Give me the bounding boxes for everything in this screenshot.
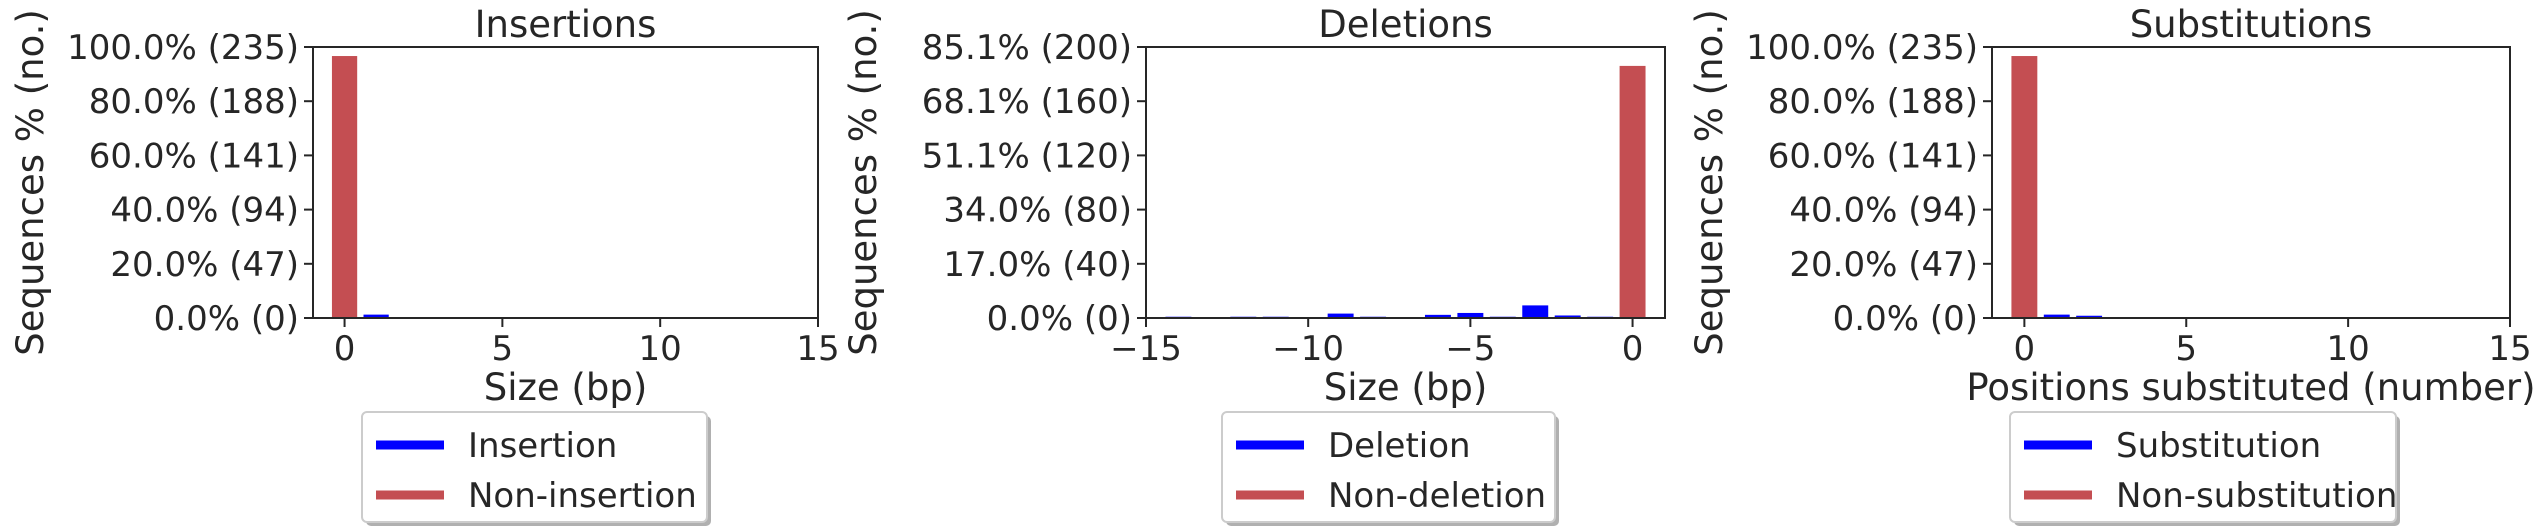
legend-label: Non-deletion <box>1328 476 1546 516</box>
chart-title: Insertions <box>475 3 657 46</box>
x-tick-label: 10 <box>639 329 682 369</box>
bar-substitution <box>2043 314 2070 318</box>
y-tick-label: 100.0% (235) <box>1746 28 1978 68</box>
chart-title: Substitutions <box>2130 3 2373 46</box>
bar-non-insertion <box>331 56 358 319</box>
x-tick-label: −15 <box>1110 329 1182 369</box>
y-tick-label: 20.0% (47) <box>1789 245 1978 285</box>
chart-title: Deletions <box>1318 3 1492 46</box>
legend-label: Non-insertion <box>468 476 697 516</box>
plot-frame <box>312 46 819 319</box>
legend: Substitution Non-substitution <box>2009 411 2400 526</box>
y-tick-label: 34.0% (80) <box>943 191 1132 231</box>
x-tick-label: 0 <box>2014 329 2036 369</box>
legend-box <box>361 411 708 523</box>
bar-deletion <box>1554 315 1581 318</box>
x-tick-label: 10 <box>2326 329 2369 369</box>
x-axis-label: Size (bp) <box>1324 366 1488 409</box>
legend-label: Non-substitution <box>2116 476 2397 516</box>
x-tick-label: −10 <box>1272 329 1344 369</box>
chart-panel-0: 0.0% (0) 20.0% (47) 40.0% (94) 60.0% (141) 8… <box>9 3 840 526</box>
x-tick-label: 0 <box>334 329 356 369</box>
legend-label: Substitution <box>2116 426 2321 466</box>
plot-frame <box>1145 46 1666 319</box>
bar-deletion <box>1327 313 1354 318</box>
legend-label: Deletion <box>1328 426 1471 466</box>
legend-label: Insertion <box>468 426 617 466</box>
y-axis-label: Sequences % (no.) <box>9 9 52 356</box>
x-tick-label: 15 <box>796 329 839 369</box>
y-axis-label: Sequences % (no.) <box>1688 9 1731 356</box>
bar-non-deletion <box>1619 65 1646 318</box>
y-tick-label: 17.0% (40) <box>943 245 1132 285</box>
legend: Insertion Non-insertion <box>361 411 711 526</box>
x-tick-label: 5 <box>2175 329 2197 369</box>
y-tick-label: 80.0% (188) <box>1768 82 1978 122</box>
y-tick-label: 60.0% (141) <box>1768 136 1978 176</box>
bar-deletion <box>1424 314 1451 318</box>
x-tick-label: 5 <box>492 329 514 369</box>
y-tick-label: 40.0% (94) <box>1789 191 1978 231</box>
y-tick-label: 0.0% (0) <box>1833 299 1978 339</box>
bar-substitution <box>2076 315 2103 318</box>
y-tick-label: 20.0% (47) <box>110 245 299 285</box>
y-tick-label: 100.0% (235) <box>67 28 299 68</box>
x-tick-label: 15 <box>2488 329 2531 369</box>
plot-frame <box>1991 46 2511 319</box>
legend: Deletion Non-deletion <box>1221 411 1559 526</box>
y-tick-label: 40.0% (94) <box>110 191 299 231</box>
bar-deletion <box>1457 312 1484 318</box>
x-axis-label: Size (bp) <box>484 366 648 409</box>
chart-panel-2: 0.0% (0) 20.0% (47) 40.0% (94) 60.0% (141) 8… <box>1688 3 2536 526</box>
y-tick-label: 0.0% (0) <box>154 299 299 339</box>
chart-panel-1: 0.0% (0) 17.0% (40) 34.0% (80) 51.1% (120) 6… <box>842 3 1666 526</box>
x-tick-label: −5 <box>1445 329 1495 369</box>
bar-non-substitution <box>2011 56 2038 319</box>
x-axis-label: Positions substituted (number) <box>1966 366 2535 409</box>
legend-box <box>1221 411 1556 523</box>
y-tick-label: 51.1% (120) <box>922 136 1132 176</box>
legend-box <box>2009 411 2397 523</box>
y-tick-label: 68.1% (160) <box>922 82 1132 122</box>
y-tick-label: 60.0% (141) <box>89 136 299 176</box>
y-tick-label: 85.1% (200) <box>922 28 1132 68</box>
bar-insertion <box>363 314 389 318</box>
bar-deletion <box>1522 305 1549 318</box>
y-axis-label: Sequences % (no.) <box>842 9 885 356</box>
y-tick-label: 0.0% (0) <box>987 299 1132 339</box>
x-tick-label: 0 <box>1622 329 1644 369</box>
y-tick-label: 80.0% (188) <box>89 82 299 122</box>
